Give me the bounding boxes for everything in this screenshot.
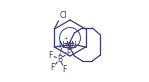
Text: F: F	[62, 65, 67, 73]
Text: N: N	[59, 41, 65, 50]
Text: −: −	[63, 50, 67, 55]
Text: Cl: Cl	[59, 11, 67, 20]
Text: F: F	[50, 63, 55, 72]
Text: N: N	[66, 41, 71, 50]
Text: +: +	[63, 36, 67, 41]
Text: B: B	[57, 55, 62, 63]
Text: F: F	[66, 48, 71, 57]
Text: F: F	[48, 51, 53, 60]
Text: N: N	[71, 41, 76, 50]
